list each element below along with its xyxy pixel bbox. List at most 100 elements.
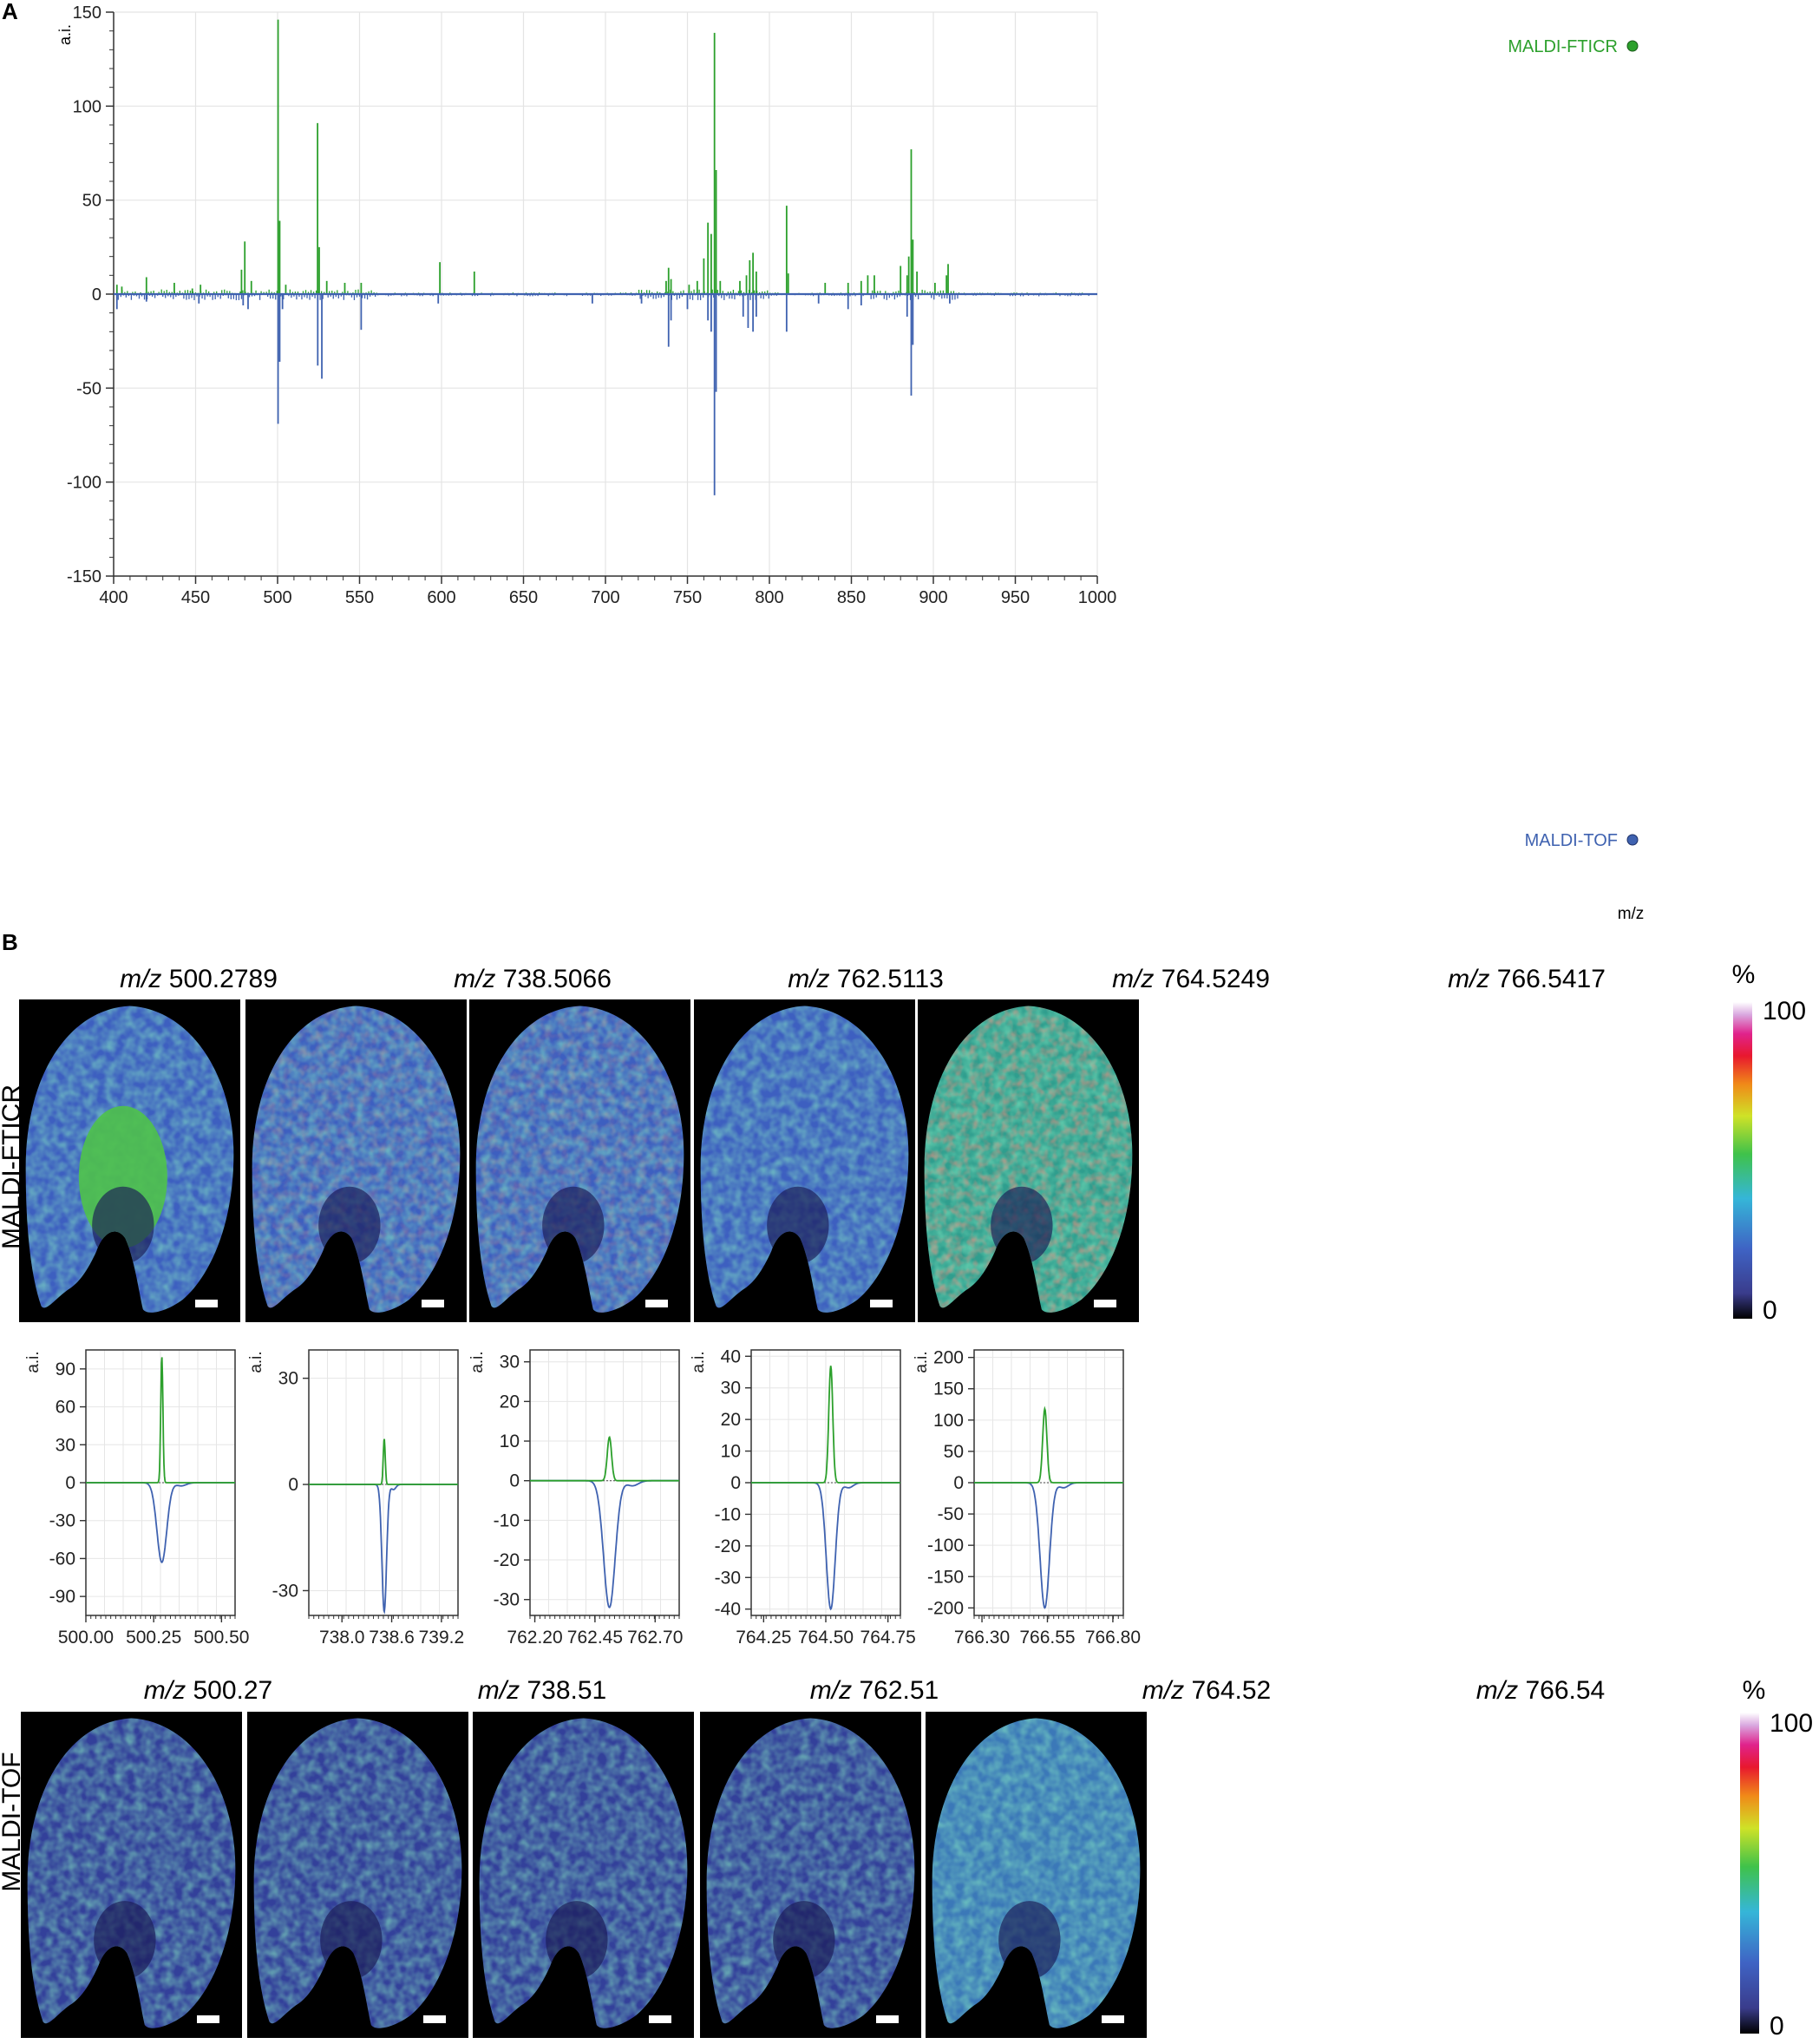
mini-x-tick-label: 500.50	[193, 1628, 249, 1648]
x-tick-label: 750	[673, 588, 702, 607]
y-tick-label: 150	[73, 3, 101, 23]
fticr-image-5	[918, 999, 1139, 1322]
mini-y-unit: a.i.	[913, 1351, 931, 1372]
fticr-title-4: m/z 764.5249	[1112, 965, 1270, 993]
mini-x-tick-label: 764.75	[860, 1628, 916, 1648]
legend-fticr: MALDI-FTICR	[1508, 37, 1639, 56]
tof-title-3: m/z 762.51	[810, 1676, 939, 1705]
tof-titles: m/z 500.27 m/z 738.51 m/z 762.51 m/z 764…	[144, 1676, 1605, 1705]
mini-x-tick-label: 739.2	[419, 1628, 465, 1648]
scale-bar	[649, 2015, 671, 2023]
mini-x-tick-label: 762.70	[627, 1628, 683, 1648]
mini-y-tick-label: 30	[721, 1379, 741, 1399]
mini-y-tick-label: 100	[933, 1411, 964, 1431]
mini-y-tick-label: 40	[721, 1346, 741, 1366]
mini-y-tick-label: 50	[944, 1442, 964, 1462]
tof-image-row	[21, 1712, 1147, 2038]
y-tick-label: -50	[76, 379, 101, 398]
mini-fticr-peak	[751, 1366, 900, 1484]
mini-y-tick-label: 60	[56, 1398, 75, 1418]
mini-spectrum-3: 30 20 10 0 -10 -20 -30 762.20 762.45 762.70 a.i.	[468, 1349, 683, 1648]
fticr-title-3: m/z 762.5113	[788, 965, 944, 993]
mini-x-tick-label: 500.00	[58, 1628, 114, 1648]
mini-y-tick-label: 30	[278, 1369, 298, 1389]
panel-a-y-unit: a.i.	[56, 24, 74, 45]
legend-tof: MALDI-TOF	[1525, 831, 1639, 850]
y-tick-label: 50	[82, 192, 101, 211]
mini-y-tick-label: 0	[509, 1471, 520, 1491]
panel-b-label: B	[2, 929, 18, 955]
mini-y-unit: a.i.	[468, 1351, 487, 1372]
tof-image-4	[700, 1712, 921, 2038]
mini-y-tick-label: -30	[49, 1511, 75, 1531]
fticr-title-1: m/z 500.2789	[120, 965, 278, 993]
fticr-tissue	[475, 1006, 684, 1313]
panel-a: A a.i. 400 450 500 550 600 650 700 750 800 850 900…	[2, 0, 1644, 923]
scale-bar	[423, 2015, 446, 2023]
tof-title-4: m/z 764.52	[1142, 1676, 1271, 1705]
y-tick-label: 100	[73, 97, 101, 116]
mini-y-unit: a.i.	[247, 1351, 265, 1372]
tof-image-5	[926, 1712, 1147, 2038]
fticr-title-5: m/z 766.5417	[1448, 965, 1606, 993]
mini-y-tick-label: 0	[953, 1473, 964, 1493]
tof-title-5: m/z 766.54	[1476, 1676, 1605, 1705]
scale-bar	[197, 2015, 219, 2023]
mini-y-tick-label: -10	[494, 1510, 520, 1530]
x-tick-label: 500	[263, 588, 291, 607]
mini-y-tick-label: -30	[494, 1590, 520, 1610]
mini-y-tick-label: 90	[56, 1359, 75, 1379]
mini-spectrum-2: 30 0 -30 738.0 738.6 739.2 a.i.	[247, 1349, 465, 1648]
mini-y-tick-label: -200	[927, 1598, 964, 1618]
x-tick-label: 900	[919, 588, 947, 607]
x-axis-unit: m/z	[1618, 905, 1645, 923]
tof-image-2	[247, 1712, 468, 2038]
tof-spectrum	[114, 292, 1097, 495]
mini-y-unit: a.i.	[690, 1351, 708, 1372]
mini-x-tick-label: 738.6	[369, 1628, 415, 1648]
mini-y-tick-label: 200	[933, 1348, 964, 1368]
fticr-tissue	[25, 1006, 234, 1313]
mini-y-tick-label: 30	[56, 1435, 75, 1455]
legend-tof-label: MALDI-TOF	[1525, 831, 1618, 850]
colorbar-fticr-unit: %	[1732, 960, 1756, 989]
scale-bar	[195, 1300, 218, 1307]
fticr-image-row	[19, 999, 1139, 1322]
mini-x-tick-label: 764.50	[798, 1628, 854, 1648]
mini-y-tick-label: -40	[715, 1600, 741, 1620]
mini-y-tick-label: -20	[715, 1536, 741, 1556]
panel-a-axes: 400 450 500 550 600 650 700 750 800 850 900 950 1000…	[67, 3, 1116, 607]
x-tick-label: 550	[345, 588, 374, 607]
mini-frame	[529, 1349, 680, 1616]
mini-x-tick-label: 766.80	[1085, 1628, 1141, 1648]
mini-x-tick-label: 766.55	[1019, 1628, 1075, 1648]
mini-x-tick-label: 738.0	[319, 1628, 365, 1648]
scale-bar	[870, 1300, 893, 1307]
mini-y-tick-label: 0	[730, 1473, 741, 1493]
mini-y-tick-label: -60	[49, 1549, 75, 1569]
y-tick-label: 0	[92, 285, 101, 305]
tof-title-2: m/z 738.51	[478, 1676, 606, 1705]
mini-frame	[308, 1349, 459, 1616]
x-tick-label: 450	[181, 588, 210, 607]
fticr-tissue	[700, 1006, 909, 1313]
mini-y-tick-label: 30	[500, 1353, 520, 1372]
fticr-image-4	[694, 999, 915, 1322]
mini-y-tick-label: -10	[715, 1504, 741, 1524]
panel-b: B MALDI-FTICR MALDI-TOF m/z 500.2789 m/z…	[0, 929, 1813, 2041]
tof-title-1: m/z 500.27	[144, 1676, 272, 1705]
x-tick-label: 700	[591, 588, 619, 607]
mini-x-tick-label: 766.30	[954, 1628, 1010, 1648]
mini-spectrum-1: 90 60 30 0 -30 -60 -90 500.00 500.25 500.50 a.i.	[24, 1349, 249, 1648]
mini-y-tick-label: 10	[500, 1431, 520, 1451]
fticr-titles: m/z 500.2789 m/z 738.5066 m/z 762.5113 m…	[120, 965, 1606, 993]
mini-y-tick-label: -20	[494, 1550, 520, 1570]
mini-y-tick-label: 10	[721, 1442, 741, 1462]
x-tick-label: 600	[427, 588, 455, 607]
mini-x-tick-label: 762.20	[507, 1628, 562, 1648]
scale-bar	[876, 2015, 899, 2023]
colorbar-fticr-max: 100	[1763, 997, 1806, 1025]
mini-y-tick-label: -30	[272, 1581, 298, 1601]
scale-bar	[1094, 1300, 1116, 1307]
